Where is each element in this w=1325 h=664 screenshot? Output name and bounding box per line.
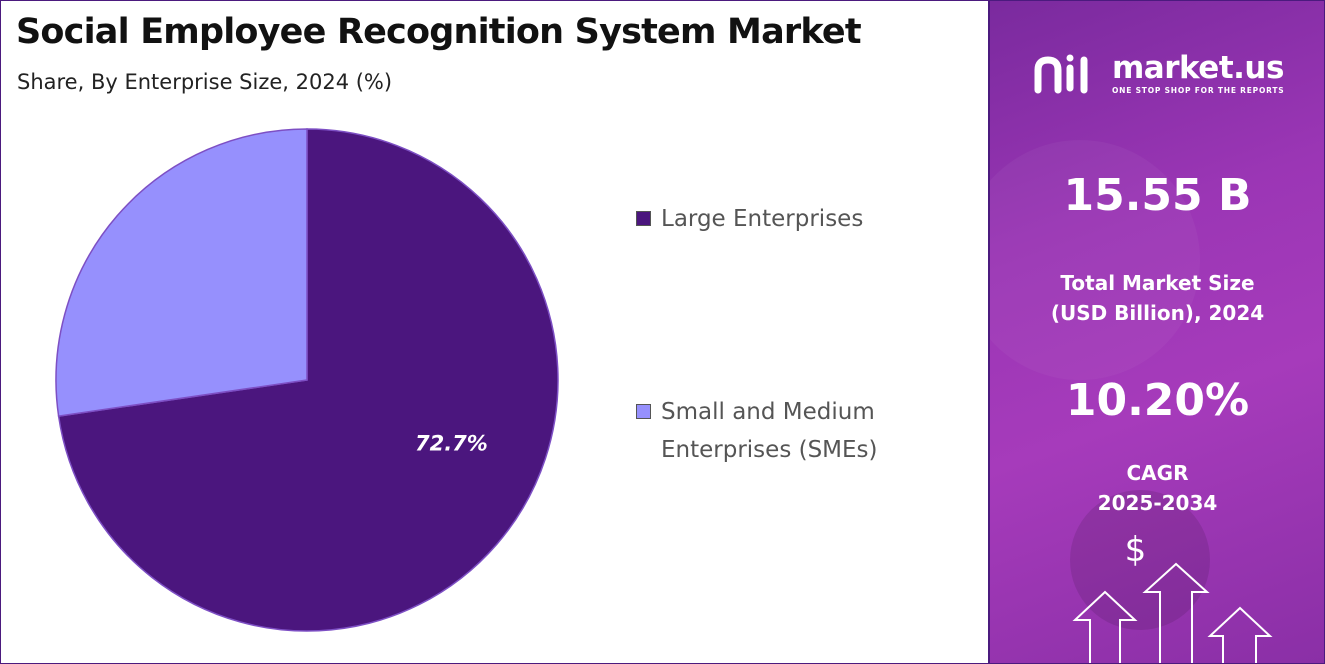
market-size-value: 15.55 B	[1063, 170, 1252, 221]
brand-tagline: ONE STOP SHOP FOR THE REPORTS	[1112, 86, 1285, 95]
market-size-label-line2: (USD Billion), 2024	[1050, 301, 1265, 325]
chart-title: Social Employee Recognition System Marke…	[16, 12, 862, 52]
market-us-logo-icon	[1034, 54, 1088, 94]
chart-subtitle: Share, By Enterprise Size, 2024 (%)	[17, 70, 393, 94]
cagr-value: 10.20%	[1065, 375, 1250, 426]
legend-swatch-smes	[636, 404, 651, 419]
pie-slice-smes	[55, 128, 308, 417]
summary-panel: market.us ONE STOP SHOP FOR THE REPORTS …	[990, 0, 1325, 664]
brand-logo: market.us ONE STOP SHOP FOR THE REPORTS	[1032, 50, 1302, 100]
cagr-label-line1: CAGR	[1126, 461, 1189, 485]
legend-swatch-large-enterprises	[636, 211, 651, 226]
cagr-label-line2: 2025-2034	[1097, 491, 1218, 515]
pie-slice-large-enterprises	[57, 128, 559, 632]
legend-label-large-enterprises: Large Enterprises	[661, 200, 951, 238]
legend-label-line1: Small and Medium	[661, 399, 875, 425]
cagr-label: CAGR 2025-2034	[990, 458, 1325, 518]
pie-data-label-large-enterprises: 72.7%	[415, 431, 488, 455]
growth-arrows-icon	[1072, 562, 1273, 664]
legend-label-line2: Enterprises (SMEs)	[661, 437, 878, 463]
market-size-label-line1: Total Market Size	[1060, 271, 1255, 295]
chart-panel: Social Employee Recognition System Marke…	[16, 12, 951, 632]
legend-item-smes: Small and Medium Enterprises (SMEs)	[636, 393, 951, 469]
pie-chart: 72.7%	[55, 128, 559, 632]
legend-item-large-enterprises: Large Enterprises	[636, 200, 951, 238]
panel-divider	[988, 0, 990, 664]
legend-label-text: Large Enterprises	[661, 206, 864, 232]
background-decoration	[990, 140, 1273, 664]
legend-label-smes: Small and Medium Enterprises (SMEs)	[661, 393, 951, 469]
market-size-label: Total Market Size (USD Billion), 2024	[990, 268, 1325, 328]
dollar-icon: $	[1124, 530, 1147, 570]
brand-name: market.us	[1112, 50, 1284, 86]
